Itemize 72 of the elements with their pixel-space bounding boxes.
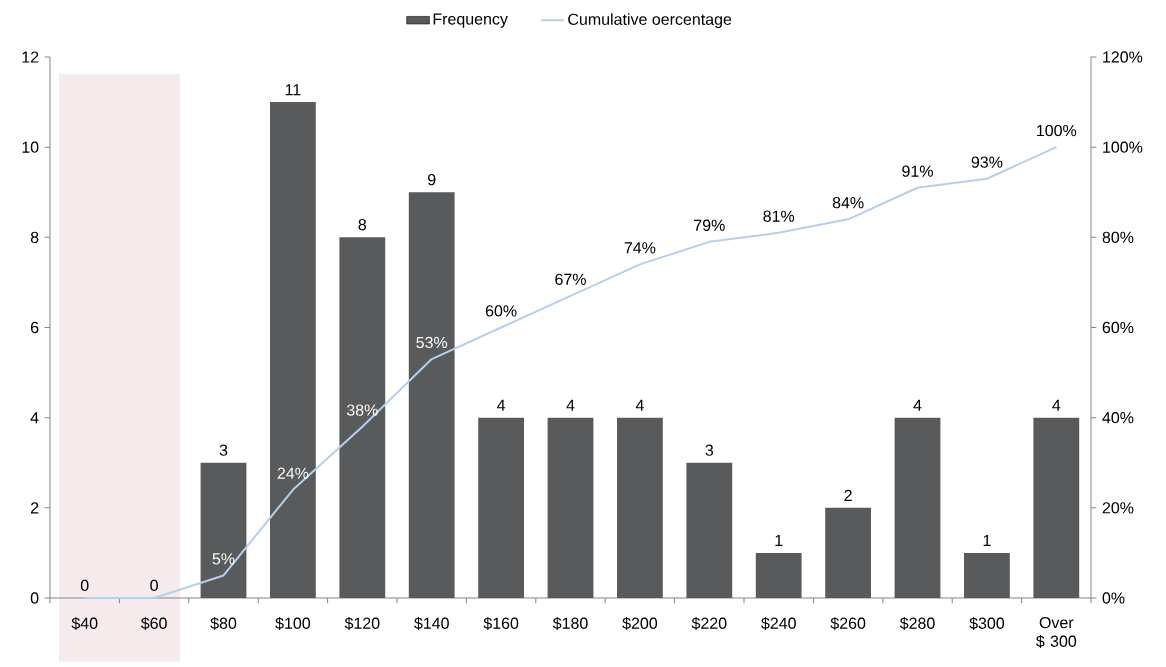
data-label: 79% [694,219,725,231]
data-label: 4 [497,399,506,411]
x-tick-label: $300 [969,616,1005,630]
data-label: 3 [705,444,714,456]
y-tick-label: 6 [30,321,39,334]
y-tick-label: 12 [22,51,39,63]
data-label: 5% [212,553,235,565]
data-label: 2 [844,489,852,501]
bar [408,192,455,598]
data-label: 81% [763,210,795,222]
x-tick-label: $280 [899,616,935,630]
bar [478,417,525,598]
data-label: 84% [832,197,864,209]
legend-label: Cumulative oercentage [568,13,732,29]
y-tick-label: 8 [30,231,39,243]
data-label: 91% [902,165,933,177]
y-tick-label: 10 [22,141,39,153]
y2-tick-label: 40% [1102,412,1134,424]
bar [755,552,802,598]
data-label: 4 [635,399,644,411]
x-tick-label: $120 [344,616,380,630]
data-label: 1 [983,534,991,546]
data-label: 3 [219,444,228,456]
data-label: 53% [416,336,448,349]
bar [964,552,1010,598]
bar [825,507,872,598]
data-label: 9 [428,173,436,186]
data-label: 100% [1037,124,1077,137]
x-tick-label: $60 [140,616,167,630]
y2-tick-label: 120% [1103,51,1143,63]
x-tick-label: $240 [761,616,796,630]
y2-tick-label: 80% [1102,231,1134,243]
data-label: 67% [555,273,586,285]
data-label: 93% [971,156,1003,168]
data-label: 8 [358,219,367,231]
y2-tick-label: 100% [1103,141,1143,153]
x-tick-label: $80 [210,616,237,630]
data-label: 4 [1052,399,1061,411]
y-tick-label: 4 [30,412,39,424]
x-tick-label: $40 [71,616,98,630]
y-tick-label: 0 [30,592,39,604]
x-tick-label: $160 [483,616,519,630]
bar [270,102,316,598]
legend-label: Frequency [433,13,508,28]
x-tick-label: $180 [552,616,588,630]
bar [1033,417,1080,598]
bar [547,417,594,598]
x-tick-label: $100 [275,616,311,630]
x-tick-label: Over $ 300 [1036,616,1077,648]
x-tick-label: $200 [622,616,658,630]
data-label: 4 [913,399,922,411]
data-label: 74% [624,242,656,254]
x-tick-label: $260 [830,616,866,630]
x-tick-label: $220 [691,616,727,630]
bar [686,462,733,598]
data-label: 0 [80,579,89,592]
data-label: 0 [150,579,158,592]
data-label: 24% [277,467,309,479]
y2-tick-label: 20% [1102,502,1134,514]
data-label: 11 [285,84,301,96]
data-label: 4 [566,399,575,411]
data-label: 38% [346,404,378,416]
y-tick-label: 2 [30,502,39,514]
y2-tick-label: 60% [1102,321,1134,334]
data-label: 1 [775,534,783,546]
bar [894,417,941,598]
data-label: 60% [485,305,517,317]
y2-tick-label: 0% [1102,592,1125,604]
bar [339,237,386,598]
bar [200,462,247,598]
x-tick-label: $140 [414,616,449,630]
bar [617,417,663,598]
